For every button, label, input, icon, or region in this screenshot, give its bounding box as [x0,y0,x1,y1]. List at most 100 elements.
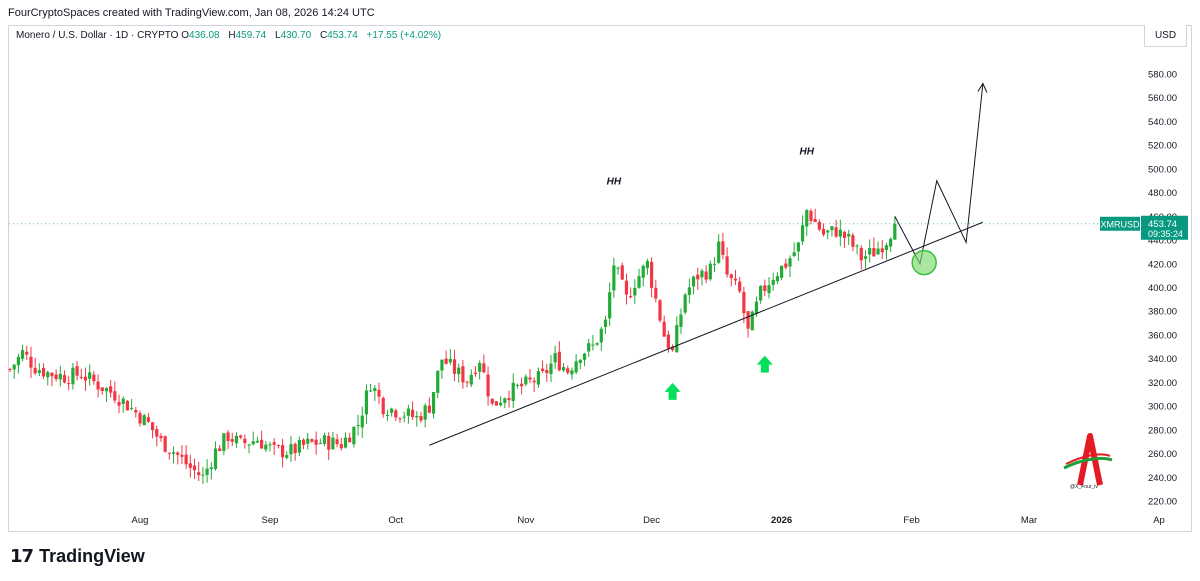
candle-body [75,366,79,376]
candle-body [71,367,75,385]
candle-body [20,350,25,359]
open-value: 436.08 [189,30,220,41]
candle-body [335,439,339,445]
candle-body [33,367,37,374]
candle-body [574,361,578,373]
candle-body [264,444,268,450]
candle-body [171,452,176,454]
candle-body [616,267,620,269]
candle-body [469,374,473,385]
candle-body [146,417,150,422]
candle-body [280,445,285,458]
candle-body [633,287,637,296]
hh-annotation: HH [800,147,815,158]
candle-body [289,444,293,455]
candle-body [310,439,314,442]
candle-body [260,439,264,449]
candle-body [79,376,83,379]
candle-body [486,374,490,397]
chart-frame [8,25,1192,532]
candle-body [285,454,289,458]
candle-body [83,376,88,381]
candle-body [348,437,352,443]
y-tick-label: 360.00 [1148,330,1177,341]
candle-body [658,300,662,321]
candle-body [243,438,247,444]
candle-body [499,402,503,406]
candle-body [800,225,805,242]
candle-body [893,223,897,240]
hh-annotation: HH [607,176,622,187]
candle-body [205,468,209,476]
candle-body [532,380,536,383]
candle-body [754,301,759,314]
candle-body [805,210,809,227]
x-tick-label: Oct [388,515,403,526]
candle-body [729,274,733,279]
candle-body [452,359,457,374]
candle-body [268,444,272,446]
candle-body [188,463,192,468]
candle-body [406,408,410,416]
candle-body [880,248,884,253]
x-tick-label: Ap [1153,515,1165,526]
candle-body [410,409,415,418]
candle-body [503,398,507,403]
author-watermark: @X_Four_iv [1063,433,1113,490]
candle-body [557,351,561,371]
candle-body [58,373,62,380]
candle-body [830,226,834,231]
candle-body [524,376,528,385]
candle-body [25,351,29,355]
candle-body [566,368,570,373]
candle-body [419,416,423,421]
y-tick-label: 320.00 [1148,378,1177,389]
candle-body [92,374,96,382]
candle-body [637,276,641,288]
candle-body [113,391,117,401]
candle-body [251,441,255,445]
tradingview-logo[interactable]: 17 TradingView [10,546,145,567]
candle-body [675,325,679,353]
candle-body [247,444,251,446]
candle-body [738,281,742,292]
candle-body [515,384,520,386]
candle-body [624,280,629,295]
candle-body [29,356,33,368]
candle-body [876,248,880,255]
candle-body [306,438,310,444]
candle-body [847,233,851,237]
candle-body [473,372,478,375]
candle-body [540,368,545,372]
candle-body [687,287,691,296]
candle-body [239,435,243,438]
candle-body [373,388,377,391]
candle-body [838,229,842,237]
x-tick-label: Sep [262,515,279,526]
candle-body [595,343,599,345]
candle-body [494,401,499,406]
candle-body [792,252,796,256]
candle-body [46,372,50,378]
candle-body [813,219,817,223]
y-tick-label: 380.00 [1148,307,1177,318]
candle-body [117,402,121,406]
candle-body [763,285,767,291]
close-value: 453.74 [327,30,358,41]
y-tick-label: 560.00 [1148,93,1177,104]
candle-body [440,359,444,371]
countdown-tag: 09:35:24 [1148,229,1183,239]
candle-body [725,256,729,275]
up-arrow-icon [756,355,773,373]
currency-button[interactable]: USD [1144,25,1187,47]
candle-body [255,440,260,443]
candle-body [167,452,171,454]
candle-body [109,386,113,393]
candle-body [872,248,876,257]
candle-body [679,314,683,327]
candle-body [360,415,364,428]
y-tick-label: 260.00 [1148,449,1177,460]
candle-body [650,261,654,288]
candle-body [339,443,343,449]
